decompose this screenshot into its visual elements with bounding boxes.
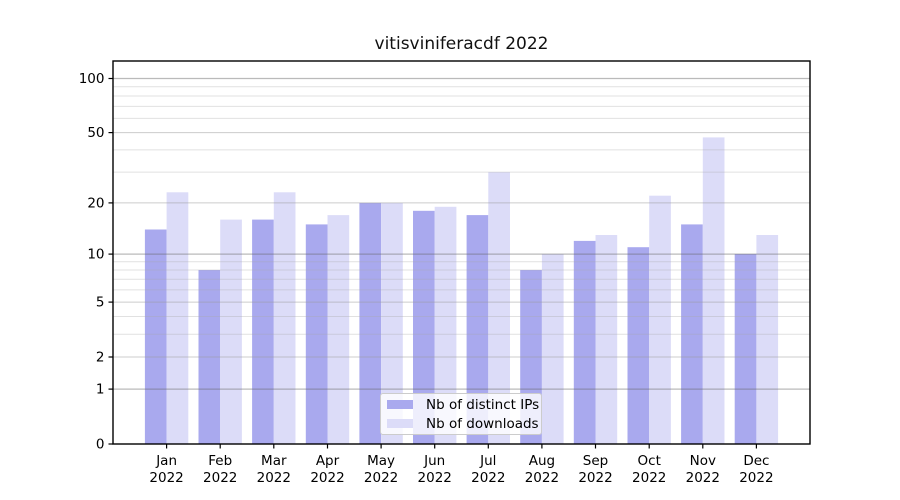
bar-downloads-feb [220, 219, 242, 444]
legend-swatch-downloads-icon [387, 419, 413, 428]
x-tick-label-year: 2022 [364, 470, 398, 486]
x-tick-label-month: Jun [423, 453, 445, 469]
bar-distinct-ips-apr [305, 224, 328, 444]
bar-downloads-nov [702, 137, 725, 444]
x-tick-label-month: Apr [316, 453, 340, 469]
bar-downloads-jul [488, 172, 510, 444]
bar-distinct-ips-sep [573, 240, 596, 444]
x-tick-label-year: 2022 [632, 470, 666, 486]
plot-frame [112, 60, 811, 445]
bar-downloads-sep [595, 235, 618, 444]
bar-downloads-apr [327, 215, 350, 444]
y-tick-label: 2 [96, 350, 105, 366]
x-tick-label-month: Aug [529, 453, 555, 469]
x-tick-label-year: 2022 [418, 470, 452, 486]
x-tick-label-year: 2022 [525, 470, 559, 486]
legend-row-distinct-ips: Nb of distinct IPs [387, 397, 541, 413]
legend-row-downloads: Nb of downloads [387, 416, 541, 432]
bar-downloads-may [381, 202, 403, 444]
x-tick-label-year: 2022 [739, 470, 773, 486]
x-tick-label-month: Mar [261, 453, 287, 469]
bar-downloads-mar [273, 192, 296, 444]
y-tick-label: 1 [96, 382, 105, 398]
y-tick-label: 0 [96, 437, 105, 453]
x-tick-label-month: Jan [155, 453, 177, 469]
x-tick-label-year: 2022 [203, 470, 237, 486]
legend-label-distinct-ips: Nb of distinct IPs [426, 396, 540, 413]
x-tick-label-month: Sep [583, 453, 608, 469]
bar-distinct-ips-jun [413, 210, 435, 444]
legend: Nb of distinct IPs Nb of downloads [380, 393, 542, 435]
chart-title: vitisviniferacdf 2022 [374, 34, 549, 54]
legend-label-downloads: Nb of downloads [426, 415, 539, 432]
bar-downloads-oct [649, 195, 671, 444]
x-tick-label-year: 2022 [310, 470, 344, 486]
x-tick-label-month: Jul [479, 453, 496, 469]
bar-distinct-ips-mar [252, 219, 274, 444]
bar-distinct-ips-oct [627, 247, 650, 444]
x-tick-label-month: Feb [208, 453, 232, 469]
y-tick-label: 10 [87, 247, 104, 263]
x-tick-label-year: 2022 [471, 470, 505, 486]
bar-downloads-jan [166, 192, 189, 444]
y-tick-label: 50 [87, 125, 104, 141]
bar-distinct-ips-jul [466, 215, 489, 444]
x-tick-label-month: Oct [638, 453, 661, 469]
y-tick-label: 20 [87, 195, 104, 211]
x-tick-label-month: Dec [743, 453, 769, 469]
x-tick-label-year: 2022 [686, 470, 720, 486]
x-tick-label-year: 2022 [578, 470, 612, 486]
y-tick-label: 5 [96, 295, 105, 311]
bar-distinct-ips-dec [734, 254, 757, 444]
bar-downloads-jun [434, 206, 457, 444]
legend-swatch-distinct-ips-icon [387, 400, 413, 409]
x-tick-label-year: 2022 [149, 470, 183, 486]
bar-distinct-ips-jan [144, 229, 167, 444]
x-tick-label-year: 2022 [257, 470, 291, 486]
x-tick-label-month: May [367, 453, 395, 469]
x-tick-label-month: Nov [690, 453, 716, 469]
y-tick-label: 100 [79, 71, 105, 87]
bar-distinct-ips-may [359, 202, 382, 444]
bar-distinct-ips-nov [681, 224, 703, 444]
bar-downloads-aug [541, 254, 564, 444]
bar-downloads-dec [756, 235, 779, 444]
